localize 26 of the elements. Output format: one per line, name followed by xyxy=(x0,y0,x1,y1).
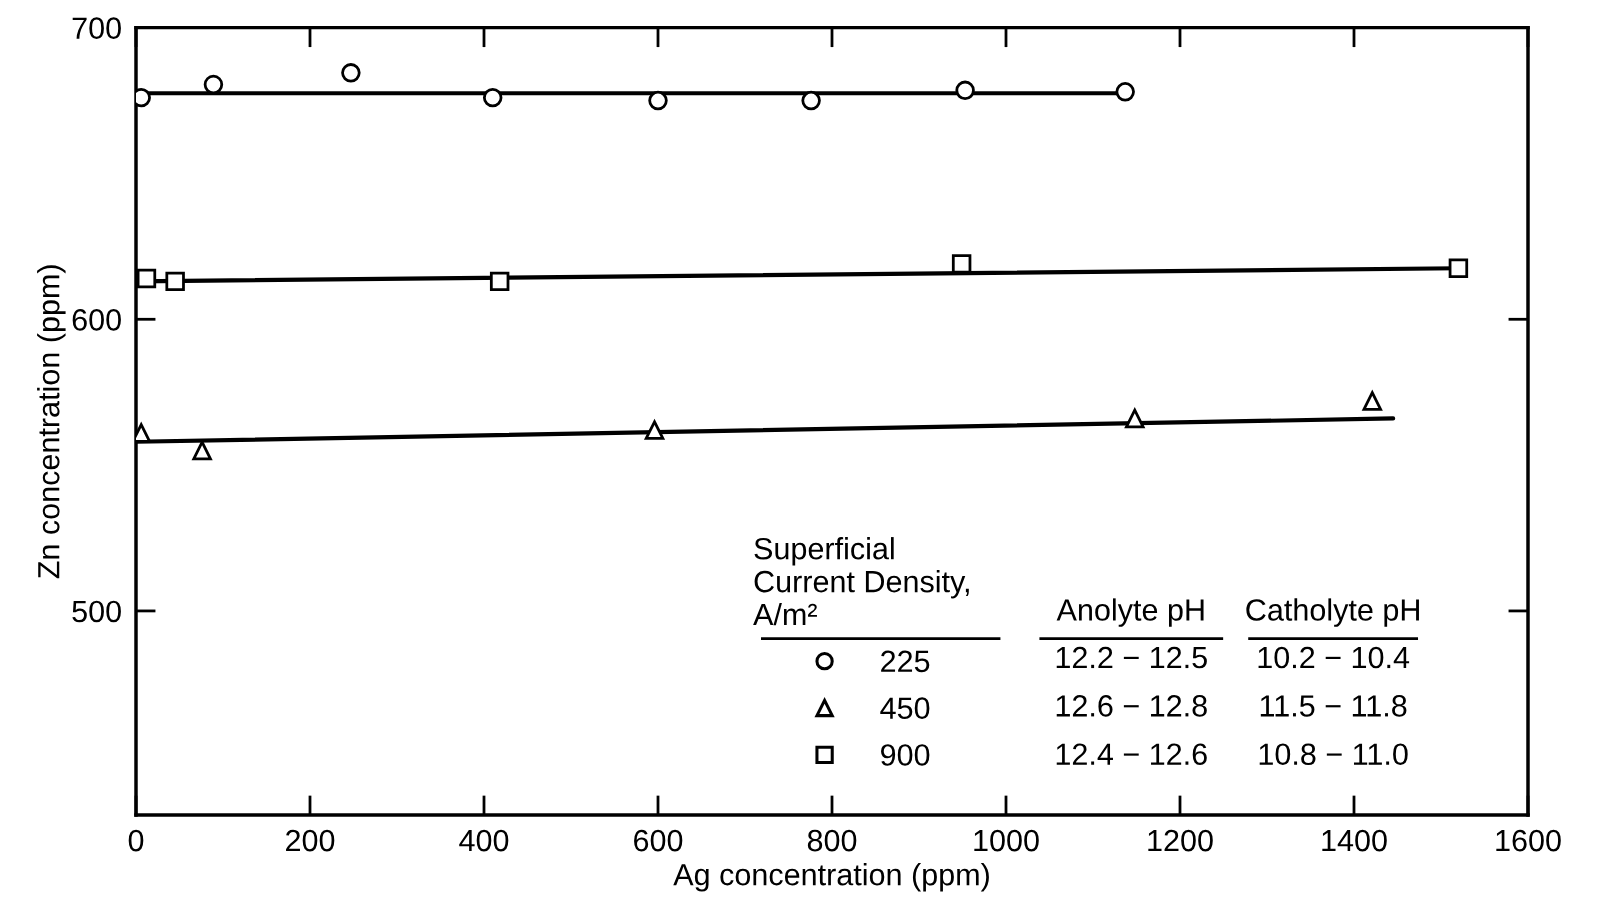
x-axis-title: Ag concentration (ppm) xyxy=(673,863,989,892)
legend-label: 225 xyxy=(881,650,930,673)
y-axis-title: Zn concentration (ppm) xyxy=(37,265,66,579)
x-tick-label: 400 xyxy=(459,829,509,852)
annotation: 12.6 − 12.8 xyxy=(1056,695,1207,717)
x-tick-label: 1200 xyxy=(1148,829,1213,852)
legend-title: Superficial Current Density, A/m² xyxy=(753,537,969,626)
annotation: 11.5 − 11.8 xyxy=(1260,695,1407,717)
x-tick-label: 800 xyxy=(807,829,857,852)
x-tick-label: 600 xyxy=(634,829,683,852)
x-tick-label: 1600 xyxy=(1496,829,1561,852)
legend-label: 900 xyxy=(881,744,930,766)
legend-label: 450 xyxy=(880,697,930,719)
annotation: 12.4 − 12.6 xyxy=(1056,743,1207,766)
x-tick-label: 1400 xyxy=(1322,829,1387,852)
annotation: 10.8 − 11.0 xyxy=(1259,743,1408,766)
y-tick-label: 700 xyxy=(72,17,121,39)
x-tick-label: 200 xyxy=(286,829,335,852)
annotation: Anolyte pH xyxy=(1056,598,1204,627)
x-tick-label: 0 xyxy=(128,829,144,852)
y-tick-label: 600 xyxy=(72,309,121,331)
annotation: 10.2 − 10.4 xyxy=(1258,646,1410,669)
annotation: 12.2 − 12.5 xyxy=(1056,646,1207,669)
y-tick-label: 500 xyxy=(72,600,121,623)
annotation: Catholyte pH xyxy=(1246,598,1419,627)
x-tick-label: 1000 xyxy=(974,829,1039,852)
